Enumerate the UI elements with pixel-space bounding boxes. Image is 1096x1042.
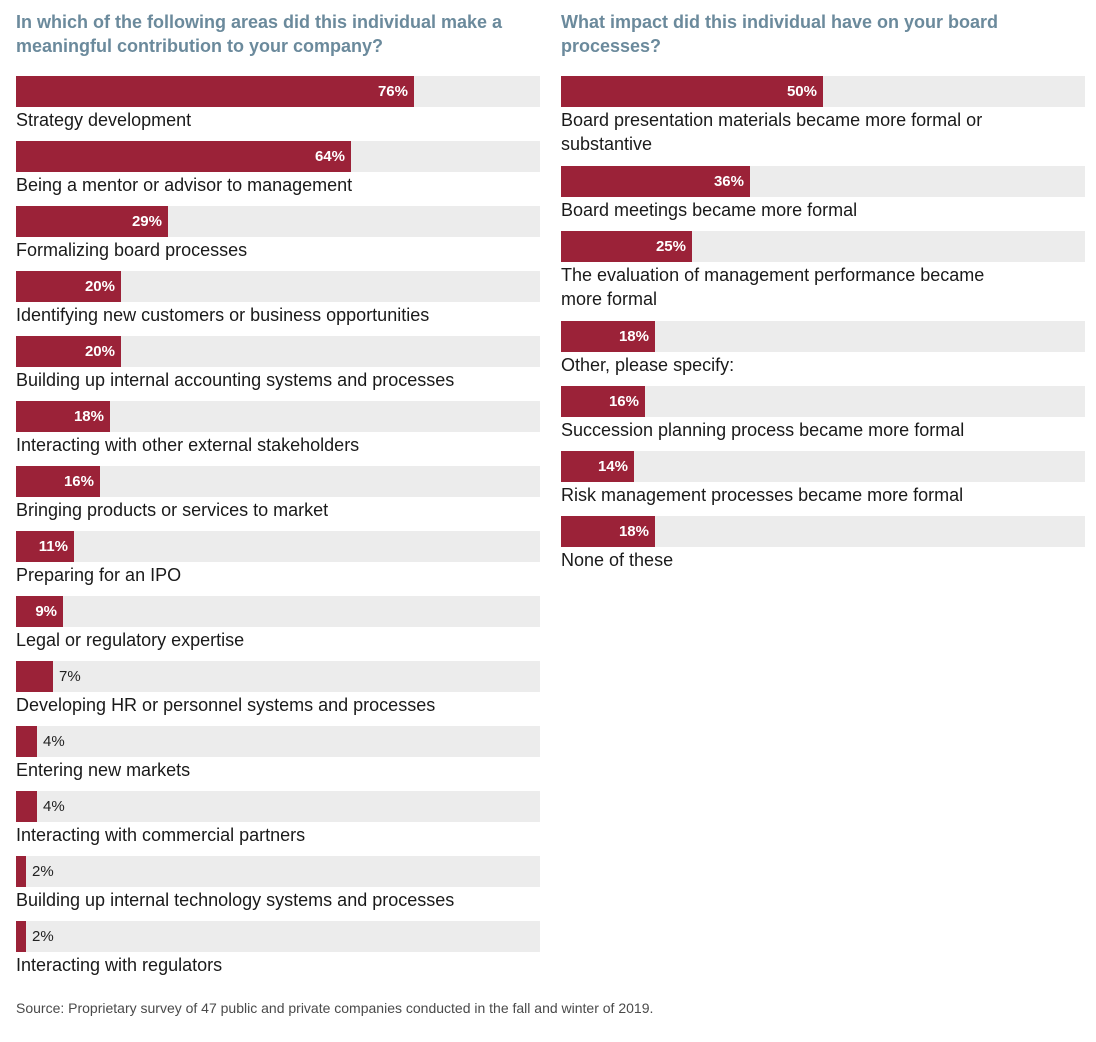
- bar-category-label: Board meetings became more formal: [561, 200, 858, 220]
- bar-track: 76%: [16, 76, 540, 107]
- bar-value-label: 14%: [597, 458, 628, 475]
- bar-value-label: 29%: [131, 213, 162, 230]
- bar-category-label: Identifying new customers or business op…: [16, 305, 430, 325]
- bar-value-label: 18%: [618, 523, 649, 540]
- bar-value-label: 4%: [43, 733, 65, 750]
- bar-track: 50%: [561, 76, 1085, 107]
- bar: [561, 451, 634, 482]
- bar-category-label: Risk management processes became more fo…: [561, 485, 964, 505]
- bar: [561, 386, 645, 417]
- bar-category-label: The evaluation of management performance…: [561, 265, 985, 309]
- bar-category-label: Being a mentor or advisor to management: [16, 175, 353, 195]
- bar: [16, 791, 37, 822]
- chart-title: What impact did this individual have on …: [561, 12, 999, 56]
- bar-category-label: Building up internal technology systems …: [16, 890, 455, 910]
- bar-track: 18%: [16, 401, 540, 432]
- bar-track: 4%: [16, 791, 540, 822]
- bar-track: 64%: [16, 141, 540, 172]
- bar: [16, 856, 26, 887]
- bar-value-label: 36%: [713, 173, 744, 190]
- bar-value-label: 16%: [608, 393, 639, 410]
- bar-category-label: Board presentation materials became more…: [561, 110, 983, 154]
- bar: [16, 401, 110, 432]
- source-note: Source: Proprietary survey of 47 public …: [16, 1000, 654, 1016]
- bar: [16, 466, 100, 497]
- bar-track: 2%: [16, 921, 540, 952]
- bar-track: 18%: [561, 516, 1085, 547]
- bar-track: 7%: [16, 661, 540, 692]
- bar-value-label: 4%: [43, 798, 65, 815]
- bar-category-label: Interacting with commercial partners: [16, 825, 306, 845]
- bar: [561, 321, 655, 352]
- bar-track: 29%: [16, 206, 540, 237]
- bar-category-label: Developing HR or personnel systems and p…: [16, 695, 436, 715]
- bar: [16, 921, 26, 952]
- bar: [16, 76, 414, 107]
- bar-category-label: None of these: [561, 550, 674, 570]
- bar-value-label: 9%: [35, 603, 57, 620]
- bar: [561, 76, 823, 107]
- bar-value-label: 25%: [655, 238, 686, 255]
- bar-category-label: Strategy development: [16, 110, 192, 130]
- bar: [16, 531, 74, 562]
- bar: [561, 231, 692, 262]
- bar: [16, 661, 53, 692]
- bar-value-label: 50%: [786, 83, 817, 100]
- bar: [16, 336, 121, 367]
- bar-category-label: Interacting with regulators: [16, 955, 223, 975]
- bar-track: 4%: [16, 726, 540, 757]
- bar-track: 11%: [16, 531, 540, 562]
- bar-category-label: Formalizing board processes: [16, 240, 248, 260]
- bar-value-label: 64%: [314, 148, 345, 165]
- bar-category-label: Interacting with other external stakehol…: [16, 435, 360, 455]
- bar-category-label: Succession planning process became more …: [561, 420, 965, 440]
- bar-value-label: 11%: [38, 538, 68, 555]
- bar-value-label: 20%: [84, 278, 115, 295]
- bar-value-label: 18%: [618, 328, 649, 345]
- bar: [561, 166, 750, 197]
- bar-track: 36%: [561, 166, 1085, 197]
- bar-category-label: Legal or regulatory expertise: [16, 630, 245, 650]
- bar: [16, 726, 37, 757]
- bar-category-label: Other, please specify:: [561, 355, 735, 375]
- bar: [561, 516, 655, 547]
- bar-value-label: 2%: [32, 863, 54, 880]
- bar: [16, 271, 121, 302]
- chart-title: In which of the following areas did this…: [16, 12, 503, 56]
- bar-track: 25%: [561, 231, 1085, 262]
- bar-category-label: Building up internal accounting systems …: [16, 370, 455, 390]
- bar-track: 2%: [16, 856, 540, 887]
- bar: [16, 141, 351, 172]
- bar-track: 20%: [16, 336, 540, 367]
- bar-value-label: 2%: [32, 928, 54, 945]
- bar-track: 16%: [561, 386, 1085, 417]
- bar-category-label: Bringing products or services to market: [16, 500, 329, 520]
- bar-track: 14%: [561, 451, 1085, 482]
- bar-value-label: 7%: [59, 668, 81, 685]
- bar-value-label: 18%: [73, 408, 104, 425]
- bar-track: 20%: [16, 271, 540, 302]
- bar-track: 9%: [16, 596, 540, 627]
- bar-category-label: Entering new markets: [16, 760, 191, 780]
- bar-value-label: 16%: [63, 473, 94, 490]
- bar-value-label: 20%: [84, 343, 115, 360]
- bar: [16, 206, 168, 237]
- bar: [16, 596, 63, 627]
- bar-track: 16%: [16, 466, 540, 497]
- bar-track: 18%: [561, 321, 1085, 352]
- bar-category-label: Preparing for an IPO: [16, 565, 182, 585]
- bar-value-label: 76%: [377, 83, 408, 100]
